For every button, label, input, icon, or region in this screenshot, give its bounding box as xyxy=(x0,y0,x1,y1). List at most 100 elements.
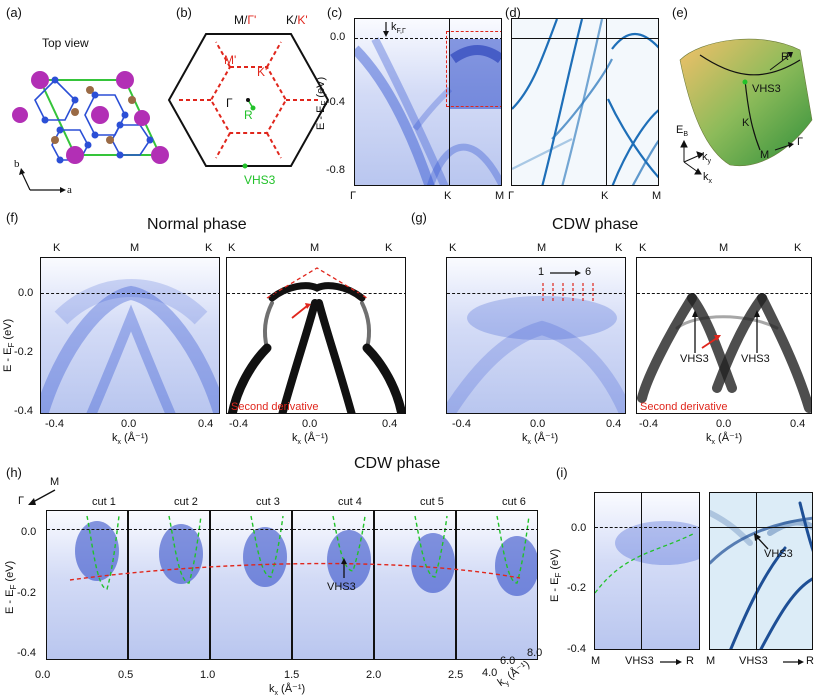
atom-medium xyxy=(106,136,114,144)
panel-label-g: (g) xyxy=(411,210,427,225)
fermi-level-line-d xyxy=(512,38,658,39)
panel-label-i: (i) xyxy=(556,465,568,480)
h-vhs3-label: VHS3 xyxy=(327,581,356,593)
f2-x-tick: 0.4 xyxy=(382,418,398,430)
zoom-box-c xyxy=(446,31,501,107)
h-ky-tick: 6.0 xyxy=(500,655,516,667)
fermi-level-line-g xyxy=(447,293,625,294)
c-y-tick: -0.4 xyxy=(326,96,345,108)
bz-label-k-prime: K' xyxy=(257,65,268,79)
vhs3-line-i2 xyxy=(756,493,757,649)
fermi-level-line-g2 xyxy=(637,293,811,294)
f-top-tick: K xyxy=(205,242,213,254)
f-second-derivative-label: Second derivative xyxy=(231,401,319,413)
panel-label-b: (b) xyxy=(176,5,192,20)
derivative-band-curves xyxy=(227,282,405,413)
cut-bands xyxy=(495,515,537,596)
d-x-tick: K xyxy=(601,190,609,202)
cut-label: cut 1 xyxy=(92,496,116,508)
cut-panel xyxy=(292,510,374,660)
cut-panel xyxy=(46,510,128,660)
g2-x-tick: 0.0 xyxy=(716,418,732,430)
medium-atoms xyxy=(51,86,136,144)
vhs3-point xyxy=(242,163,248,169)
f-y-tick: -0.4 xyxy=(14,405,33,417)
cut-band-guide xyxy=(414,515,448,578)
calc-bands-d xyxy=(511,18,659,186)
e-label-eb: EB xyxy=(676,124,689,139)
f-x-tick: -0.4 xyxy=(45,418,64,430)
kagome-hexagon-1 xyxy=(34,78,76,121)
fermi-level-line-f xyxy=(41,293,219,294)
h-x-axis-label: kx (Å⁻¹) xyxy=(269,683,306,698)
g-x-tick: 0.0 xyxy=(530,418,546,430)
h-x-tick: 0.5 xyxy=(118,669,134,681)
d-x-tick: M xyxy=(652,190,662,202)
f-top-tick: M xyxy=(130,242,140,254)
f2-x-tick: 0.0 xyxy=(302,418,318,430)
arpes-bands-i xyxy=(595,521,699,594)
k-point-line-d xyxy=(606,19,607,185)
g-top-tick: M xyxy=(537,242,547,254)
saddle-curve-1 xyxy=(699,54,801,76)
panel-label-h: (h) xyxy=(6,465,22,480)
kf-label: kF,Γ xyxy=(391,21,406,36)
h-y-tick: -0.4 xyxy=(17,647,36,659)
arpes-map-f xyxy=(40,257,220,414)
cut-bands xyxy=(243,515,287,587)
f2-top-tick: M xyxy=(310,242,320,254)
c-x-tick: Γ xyxy=(350,190,357,202)
cut-fermi-line xyxy=(129,529,209,530)
derivative-band-curves-g xyxy=(637,293,811,413)
d-x-tick: Γ xyxy=(508,190,515,202)
i-x-tick-r: R xyxy=(686,655,694,667)
h-x-tick: 2.5 xyxy=(448,669,464,681)
e-label-kx: kx xyxy=(703,171,712,186)
h-x-tick: 1.5 xyxy=(284,669,300,681)
calc-band-lines-i xyxy=(710,501,812,649)
atom-medium xyxy=(128,96,136,104)
fermi-level-line-f2 xyxy=(227,293,405,294)
cut-start-label: 1 xyxy=(538,266,545,278)
atom-medium xyxy=(86,86,94,94)
calc-bands-i xyxy=(709,492,813,650)
axis-a-label: a xyxy=(67,184,72,196)
derivative-bands-f xyxy=(227,267,405,413)
h-x-tick: 1.0 xyxy=(200,669,216,681)
g-x-tick: 0.4 xyxy=(606,418,622,430)
cut-panel xyxy=(456,510,538,660)
cut-label: cut 5 xyxy=(420,496,444,508)
atom-large xyxy=(66,146,84,164)
f-title: Normal phase xyxy=(147,216,247,233)
saddle-curve-2 xyxy=(744,79,761,151)
h-y-tick: -0.2 xyxy=(17,587,36,599)
cut-panel xyxy=(210,510,292,660)
e-label-ky: ky xyxy=(702,151,711,166)
i-y-tick: 0.0 xyxy=(571,522,587,534)
h-ky-tick: 8.0 xyxy=(527,647,543,659)
g2-top-tick: K xyxy=(639,242,647,254)
cut-band-guide xyxy=(168,515,202,584)
bz-label-gamma: Γ xyxy=(226,96,233,110)
cut-label: cut 4 xyxy=(338,496,362,508)
cut-bands xyxy=(411,515,455,593)
g2-x-tick: -0.4 xyxy=(639,418,658,430)
f2-top-tick: K xyxy=(385,242,393,254)
atom-large xyxy=(134,110,150,126)
e-label-vhs3: VHS3 xyxy=(752,83,781,95)
cut-panel xyxy=(374,510,456,660)
cut-intensity-spot xyxy=(495,536,537,596)
h-y-tick: 0.0 xyxy=(21,526,37,538)
lattice-axes xyxy=(19,168,66,193)
small-atoms xyxy=(41,76,154,164)
corner-label-m: M/Γ' xyxy=(234,13,257,27)
arpes-map-i xyxy=(594,492,700,650)
cut-label: cut 2 xyxy=(174,496,198,508)
axis-b-label: b xyxy=(14,158,20,170)
cut-band-guide xyxy=(86,515,120,590)
arpes-map-c xyxy=(354,18,502,186)
c-x-tick: M xyxy=(495,190,505,202)
calc-band-curves-i xyxy=(710,501,812,649)
